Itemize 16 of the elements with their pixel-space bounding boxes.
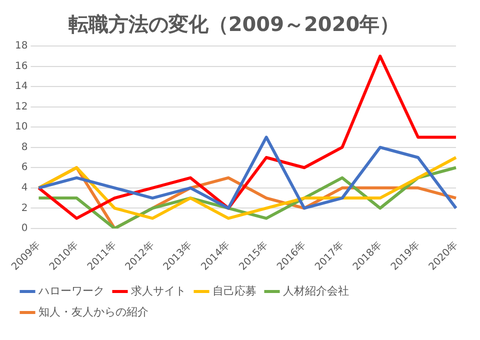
y-tick-label: 6 [21,162,28,174]
y-tick-label: 10 [14,122,28,133]
y-tick-label: 18 [14,40,28,52]
legend-label: 人材紹介会社 [283,284,349,298]
legend-label: ハローワーク [38,284,104,298]
y-tick-label: 14 [14,81,28,92]
legend-label: 自己応募 [212,284,256,298]
y-tick-label: 16 [14,60,28,72]
y-tick-label: 2 [21,202,28,214]
legend-label: 知人・友人からの紹介 [38,305,148,318]
chart-title: 転職方法の変化（2009～2020年） [68,12,400,36]
y-tick-label: 4 [21,182,28,194]
y-tick-label: 12 [14,101,28,112]
legend-label: 求人サイト [131,284,186,298]
y-tick-label: 0 [21,223,28,234]
y-tick-label: 8 [21,142,28,153]
